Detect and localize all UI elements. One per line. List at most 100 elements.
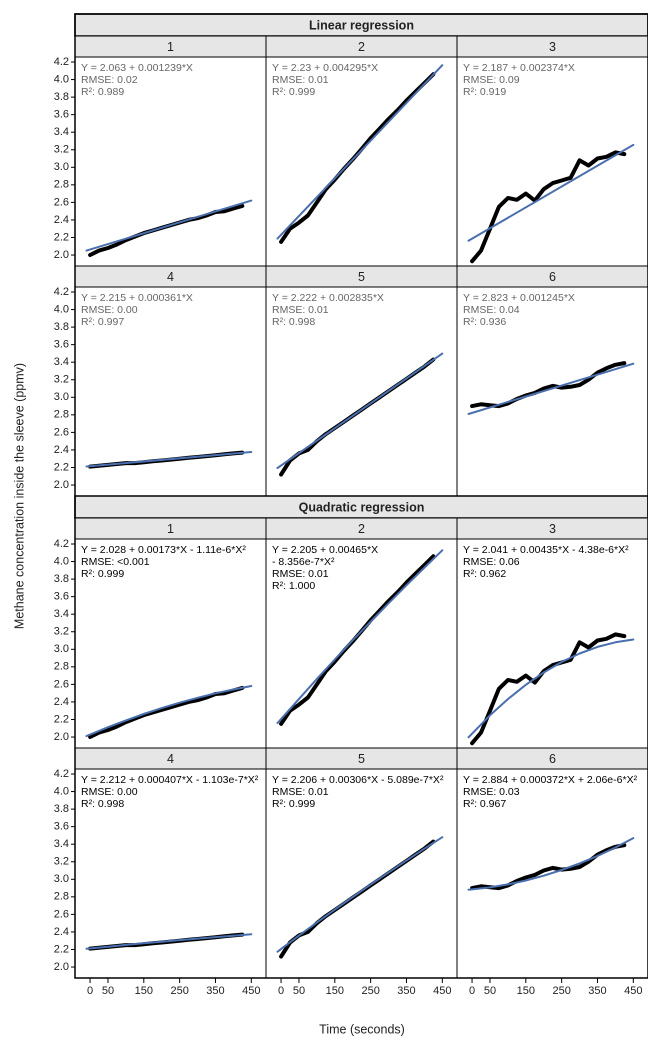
annotation: Y = 2.205 + 0.00465*X (272, 544, 378, 556)
y-tick-label: 4.0 (54, 785, 69, 797)
annotation: - 8.356e-7*X² (272, 556, 335, 568)
y-tick-label: 2.2 (54, 461, 69, 473)
panel-frame (74, 56, 267, 267)
annotation: R²: 0.998 (81, 798, 124, 810)
fit-line (276, 836, 444, 953)
x-tick-label: 50 (484, 985, 496, 997)
y-tick-label: 4.2 (54, 538, 69, 550)
y-tick-label: 3.0 (54, 873, 69, 885)
section-title: Linear regression (309, 18, 414, 32)
x-axis-label: Time (seconds) (319, 1022, 405, 1036)
annotation: Y = 2.222 + 0.002835*X (272, 292, 384, 304)
annotation: R²: 0.989 (81, 86, 124, 98)
y-tick-label: 4.0 (54, 303, 69, 315)
y-tick-label: 2.8 (54, 409, 69, 421)
y-tick-label: 2.0 (54, 249, 69, 261)
x-tick-label: 350 (397, 985, 415, 997)
annotation: R²: 0.919 (463, 86, 506, 98)
annotation: R²: 0.967 (463, 798, 506, 810)
annotation: R²: 0.997 (81, 316, 124, 328)
y-tick-label: 3.6 (54, 591, 69, 603)
y-tick-label: 2.0 (54, 961, 69, 973)
y-tick-label: 3.4 (54, 126, 69, 138)
outer-frame (74, 13, 648, 979)
annotation: Y = 2.206 + 0.00306*X - 5.089e-7*X² (272, 774, 444, 786)
y-tick-label: 3.4 (54, 838, 69, 850)
y-tick-label: 2.2 (54, 231, 69, 243)
y-tick-label: 3.2 (54, 626, 69, 638)
annotation: Y = 2.187 + 0.002374*X (463, 62, 575, 74)
y-tick-label: 2.0 (54, 479, 69, 491)
annotation: Y = 2.823 + 0.001245*X (463, 292, 575, 304)
annotation: Y = 2.215 + 0.000361*X (81, 292, 193, 304)
annotation: R²: 0.999 (81, 568, 124, 580)
annotation: Y = 2.23 + 0.004295*X (272, 62, 378, 74)
fit-line (276, 64, 444, 240)
annotation: Y = 2.212 + 0.000407*X - 1.103e-7*X² (81, 774, 259, 786)
y-tick-label: 2.8 (54, 179, 69, 191)
y-tick-label: 2.6 (54, 908, 69, 920)
fit-line (85, 199, 253, 252)
y-tick-label: 3.0 (54, 391, 69, 403)
y-tick-label: 3.0 (54, 643, 69, 655)
annotation: R²: 0.936 (463, 316, 506, 328)
y-tick-label: 3.8 (54, 573, 69, 585)
panel-frame (265, 768, 458, 979)
panel-title: 6 (549, 270, 556, 284)
annotation: RMSE: 0.09 (463, 74, 520, 86)
panel-title: 4 (167, 752, 174, 766)
fit-line (467, 143, 635, 242)
panel-title: 5 (358, 270, 365, 284)
y-tick-label: 2.0 (54, 731, 69, 743)
annotation: R²: 0.962 (463, 568, 506, 580)
x-tick-label: 350 (588, 985, 606, 997)
y-tick-label: 2.2 (54, 943, 69, 955)
y-tick-label: 2.4 (54, 444, 69, 456)
panel-title: 3 (549, 40, 556, 54)
y-tick-label: 3.0 (54, 161, 69, 173)
observed-line (470, 843, 627, 891)
panel-title: 2 (358, 40, 365, 54)
y-tick-label: 2.8 (54, 661, 69, 673)
panel-frame (74, 538, 267, 749)
x-tick-label: 450 (433, 985, 451, 997)
x-tick-label: 350 (206, 985, 224, 997)
y-tick-label: 2.6 (54, 678, 69, 690)
y-tick-label: 3.6 (54, 109, 69, 121)
panel-frame (265, 56, 458, 267)
annotation: RMSE: 0.04 (463, 304, 520, 316)
annotation: RMSE: 0.01 (272, 304, 329, 316)
panel-frame (456, 286, 648, 497)
x-tick-label: 50 (293, 985, 305, 997)
x-tick-label: 450 (242, 985, 260, 997)
y-tick-label: 2.4 (54, 696, 69, 708)
fit-line (467, 837, 635, 891)
x-tick-label: 150 (135, 985, 153, 997)
y-tick-label: 3.2 (54, 856, 69, 868)
y-tick-label: 2.6 (54, 196, 69, 208)
annotation: RMSE: 0.01 (272, 568, 329, 580)
x-tick-label: 0 (469, 985, 475, 997)
x-tick-label: 0 (278, 985, 284, 997)
x-tick-label: 250 (552, 985, 570, 997)
annotation: RMSE: 0.01 (272, 786, 329, 798)
annotation: R²: 0.998 (272, 316, 315, 328)
y-tick-label: 2.4 (54, 926, 69, 938)
y-tick-label: 3.4 (54, 356, 69, 368)
annotation: RMSE: 0.00 (81, 304, 138, 316)
annotation: RMSE: 0.01 (272, 74, 329, 86)
annotation: RMSE: 0.00 (81, 786, 138, 798)
y-tick-label: 3.8 (54, 803, 69, 815)
y-tick-label: 3.4 (54, 608, 69, 620)
panel-title: 4 (167, 270, 174, 284)
x-tick-label: 150 (517, 985, 535, 997)
y-tick-label: 3.6 (54, 339, 69, 351)
panel-title: 2 (358, 522, 365, 536)
y-tick-label: 2.2 (54, 713, 69, 725)
annotation: R²: 0.999 (272, 798, 315, 810)
y-tick-label: 3.8 (54, 321, 69, 333)
panel-title: 3 (549, 522, 556, 536)
panel-title: 6 (549, 752, 556, 766)
annotation: RMSE: 0.03 (463, 786, 520, 798)
fit-line (276, 549, 444, 725)
